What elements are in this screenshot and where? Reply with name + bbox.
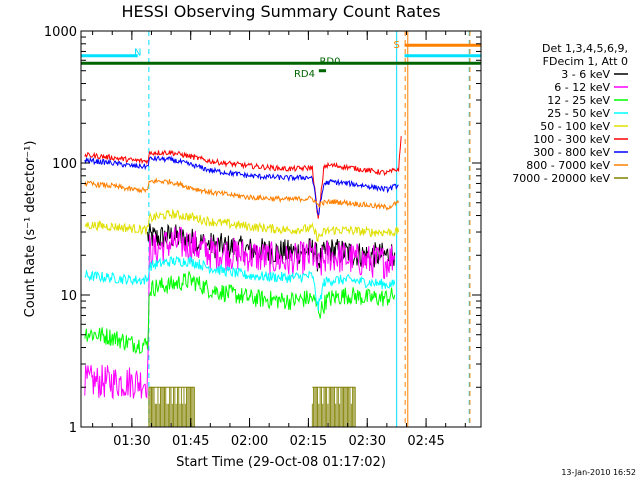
- flag-annotations: N S RD0 RD4: [134, 40, 400, 80]
- footer-date: 13-Jan-2010 16:52: [561, 468, 636, 477]
- series-300-800-kev: [84, 155, 399, 216]
- series-12-25-kev: [84, 270, 396, 354]
- x-axis-label: Start Time (29-Oct-08 01:17:02): [176, 455, 386, 470]
- flag-label-n: N: [134, 47, 141, 58]
- series-line: [84, 227, 396, 400]
- series-line: [84, 270, 396, 354]
- legend-label: 12 - 25 keV: [547, 94, 610, 107]
- y-tick-label: 1: [69, 421, 77, 436]
- flag-label-rd0: RD0: [319, 56, 340, 67]
- legend-label: 25 - 50 keV: [547, 107, 610, 120]
- series-800-7000-kev: [84, 177, 400, 212]
- axis-ticks: 01:30 01:45 02:00 02:15 02:30 02:45 1 10 100 1000: [44, 25, 481, 449]
- x-tick-label: 01:45: [172, 434, 209, 449]
- legend-label: 7000 - 20000 keV: [512, 172, 610, 185]
- flag-label-rd4: RD4: [294, 69, 315, 80]
- series-25-50-kev: [84, 255, 396, 312]
- data-series: [84, 136, 402, 427]
- x-tick-label: 02:00: [231, 434, 268, 449]
- legend-header-line-2: FDecim 1, Att 0: [543, 55, 628, 68]
- legend-header-line-1: Det 1,3,4,5,6,9,: [542, 42, 628, 55]
- series-6-12-kev: [84, 227, 396, 400]
- series-line: [147, 223, 396, 272]
- plot-frame: [80, 30, 482, 428]
- chart-title: HESSI Observing Summary Count Rates: [121, 2, 440, 21]
- x-tick-label: 02:45: [407, 434, 444, 449]
- legend-label: 100 - 300 keV: [533, 133, 610, 146]
- x-tick-label: 01:30: [113, 434, 150, 449]
- x-tick-label: 02:15: [290, 434, 327, 449]
- legend-label: 800 - 7000 keV: [526, 159, 610, 172]
- series-line: [84, 136, 402, 219]
- legend-label: 3 - 6 keV: [561, 68, 610, 81]
- legend-label: 6 - 12 keV: [554, 81, 610, 94]
- series-line: [84, 255, 396, 312]
- legend-label: 300 - 800 keV: [533, 146, 610, 159]
- flag-bars: [81, 43, 481, 73]
- series-3-6-kev: [147, 223, 396, 272]
- y-tick-label: 10: [60, 289, 77, 304]
- legend-label: 50 - 100 keV: [540, 120, 610, 133]
- y-tick-label: 100: [52, 157, 77, 172]
- series-7000-20000-kev: [148, 386, 356, 427]
- legend: Det 1,3,4,5,6,9, FDecim 1, Att 0 3 - 6 k…: [512, 42, 628, 185]
- flag-label-s: S: [393, 40, 399, 51]
- series-line: [84, 155, 399, 216]
- y-tick-label: 1000: [44, 25, 77, 40]
- series-line: [84, 177, 400, 212]
- series-100-300-kev: [84, 136, 402, 219]
- series-line: [84, 208, 400, 243]
- series-50-100-kev: [84, 208, 400, 243]
- y-axis-label: Count Rate (s⁻¹ detector⁻¹): [23, 141, 38, 318]
- x-tick-label: 02:30: [349, 434, 386, 449]
